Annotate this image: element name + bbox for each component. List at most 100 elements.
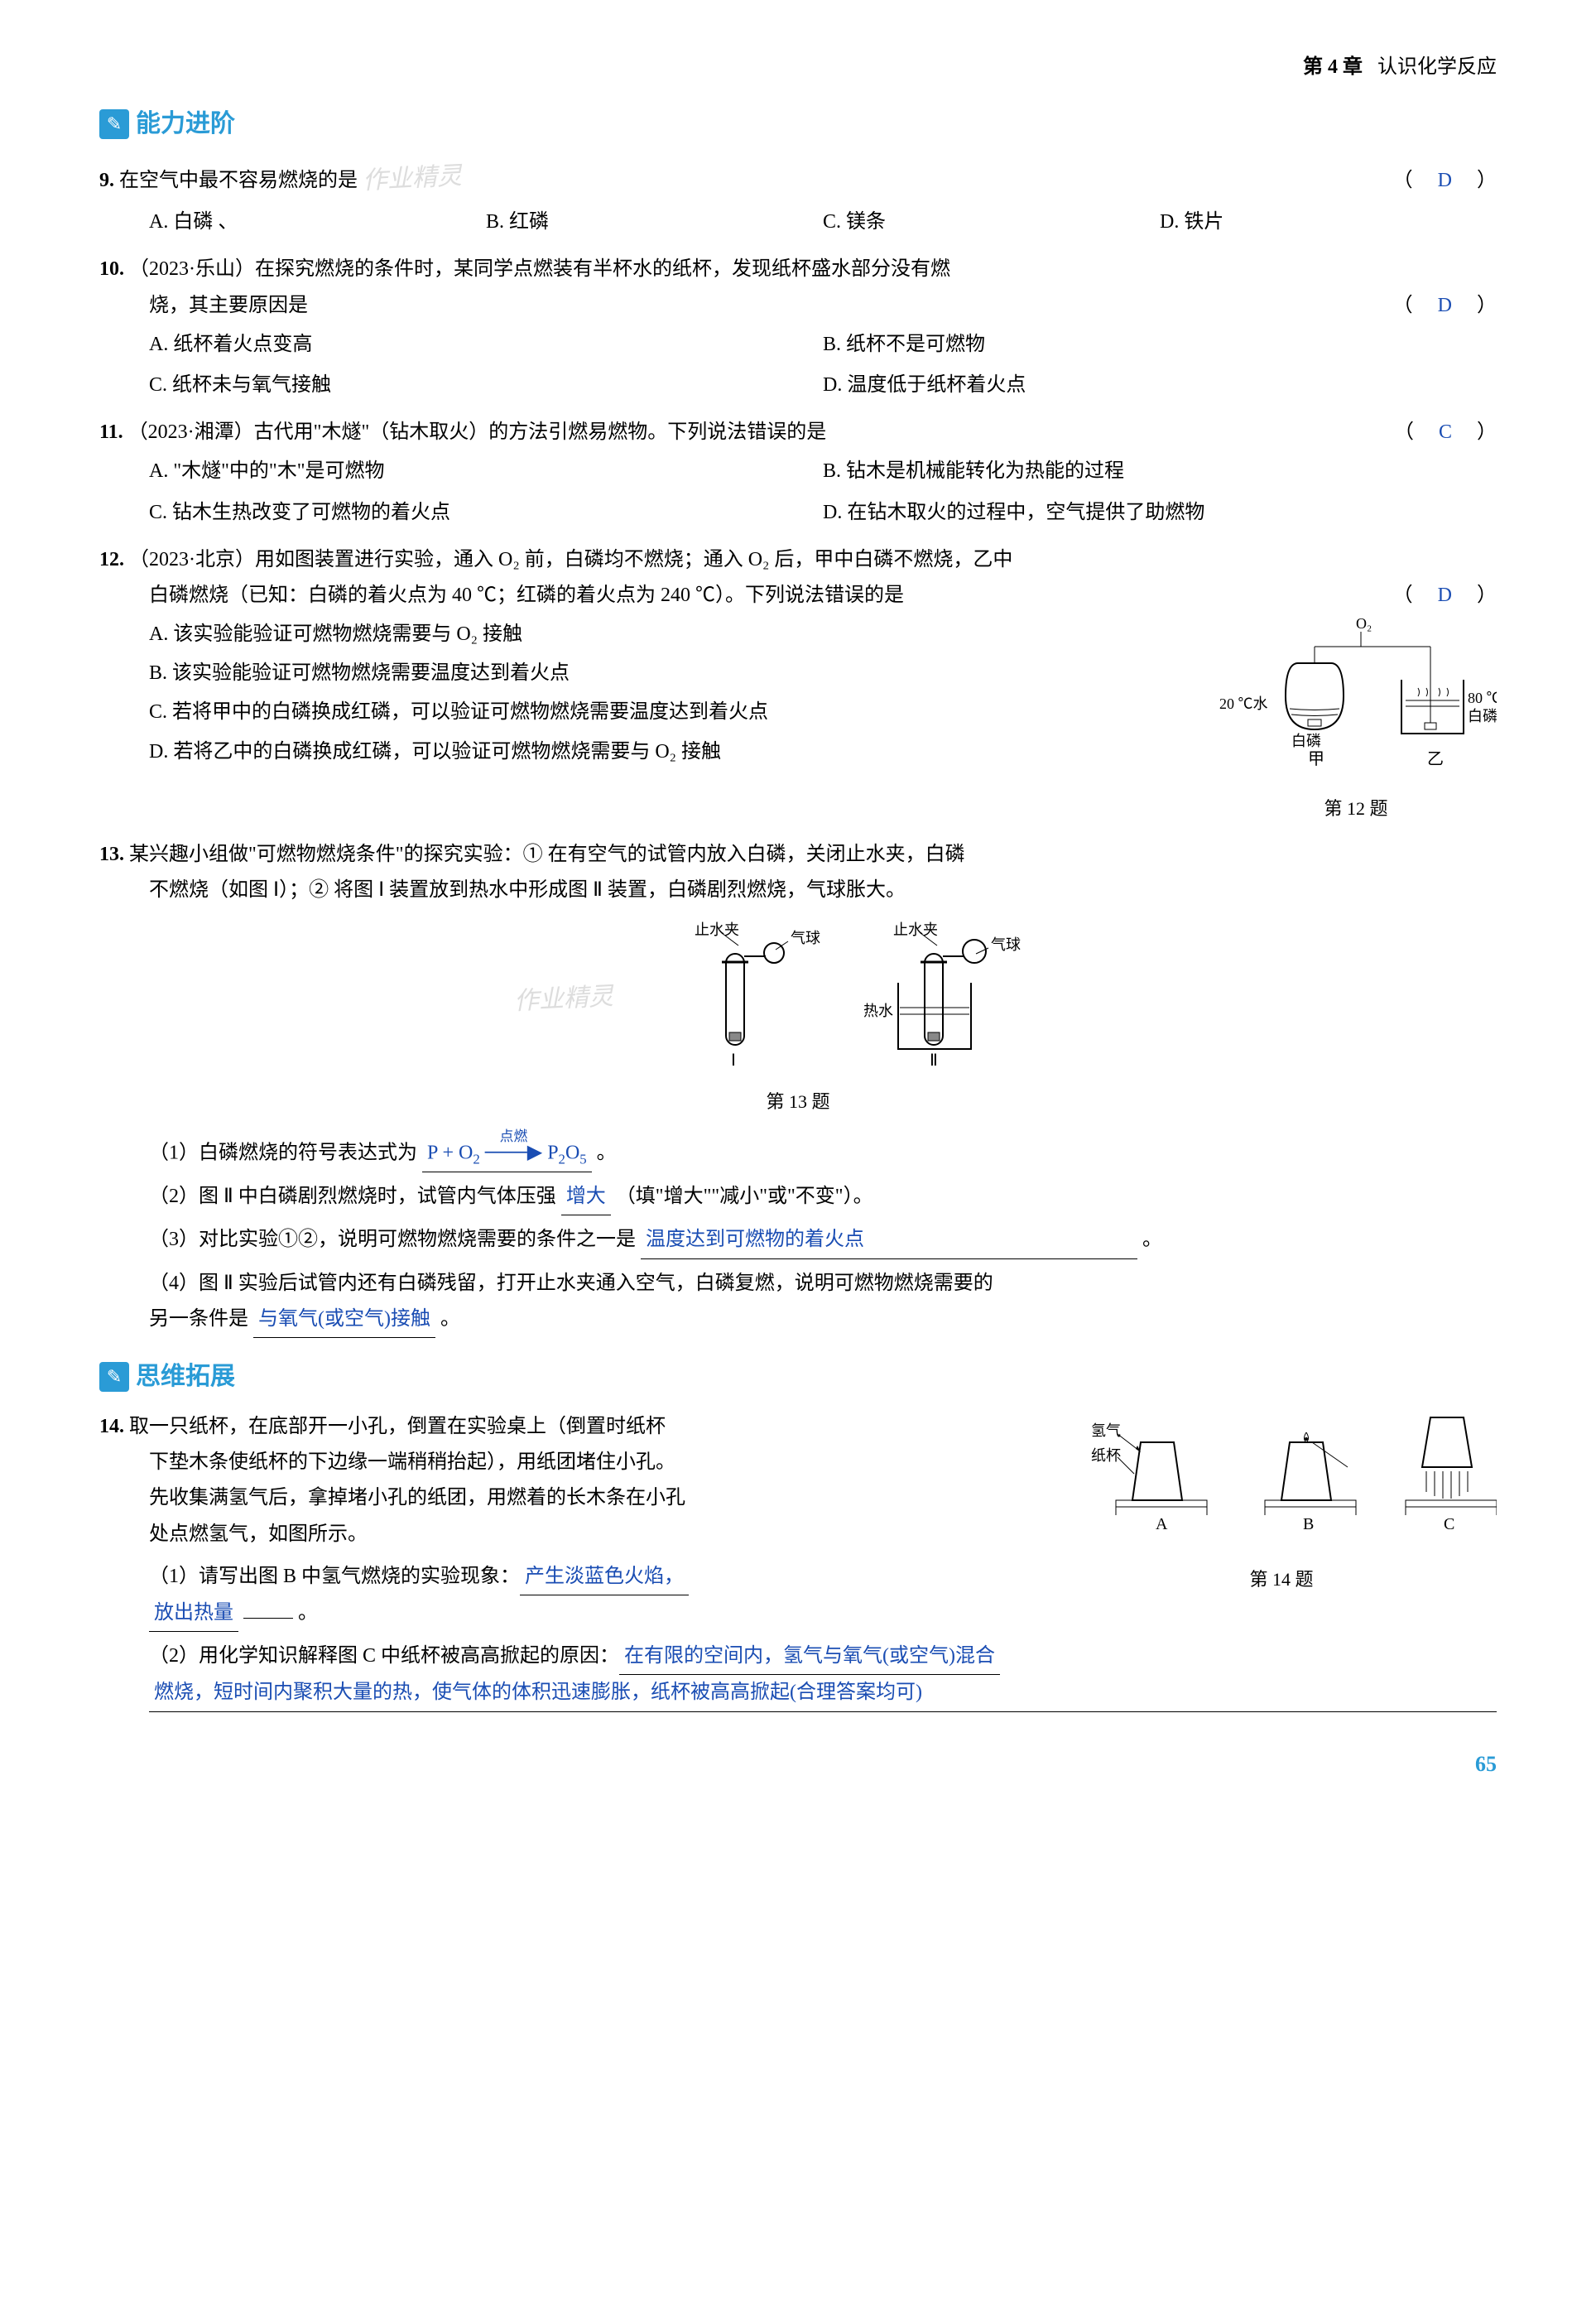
svg-text:热水: 热水 (863, 1003, 893, 1019)
q14-sub2-ans-b: 燃烧，短时间内聚积大量的热，使气体的体积迅速膨胀，纸杯被高高掀起(合理答案均可) (149, 1675, 1497, 1711)
q9-opt-b: B. 红磷 (486, 205, 823, 240)
svg-text:气球: 气球 (791, 930, 820, 946)
apparatus-icon: O₂ 20 ℃水 白磷 甲 80 ℃水 白磷 (1215, 614, 1497, 779)
q11-opt-b: B. 钻木是机械能转化为热能的过程 (823, 454, 1497, 489)
question-10: 10. （2023·乐山）在探究燃烧的条件时，某同学点燃装有半杯水的纸杯，发现纸… (99, 252, 1497, 403)
q12-diagram: O₂ 20 ℃水 白磷 甲 80 ℃水 白磷 (1215, 614, 1497, 825)
svg-text:20 ℃水: 20 ℃水 (1219, 695, 1268, 712)
section-title-thinking: ✎ 思维拓展 (99, 1355, 1497, 1399)
q13-sub2-answer: 增大 (561, 1179, 611, 1215)
q13-sub4: （4）图 Ⅱ 实验后试管内还有白磷残留，打开止水夹通入空气，白磷复燃，说明可燃物… (149, 1266, 1497, 1338)
svg-text:乙: 乙 (1427, 750, 1444, 768)
answer-slot: （ C ） (1394, 415, 1497, 450)
svg-text:气球: 气球 (991, 936, 1021, 953)
q9-opt-c: C. 镁条 (823, 205, 1160, 240)
chapter-header: 第 4 章 认识化学反应 (99, 50, 1497, 85)
q14-sub2-ans-a: 在有限的空间内，氢气与氧气(或空气)混合 (619, 1639, 1000, 1675)
question-9: 9. 在空气中最不容易燃烧的是 作业精灵 （ D ） A. 白磷 、 B. 红磷… (99, 156, 1497, 240)
q13-diagram: 作业精灵 止水夹 气球 Ⅰ 止水夹 气球 (99, 917, 1497, 1119)
watermark: 作业精灵 (362, 154, 464, 204)
q12-answer: D (1433, 585, 1457, 606)
q13-sub1-post: 。 (597, 1142, 617, 1163)
q13-sub4-answer: 与氧气(或空气)接触 (253, 1302, 435, 1338)
q11-options: A. "木燧"中的"木"是可燃物 B. 钻木是机械能转化为热能的过程 C. 钻木… (149, 454, 1497, 530)
answer-slot: （ D ） (1393, 288, 1497, 324)
q10-opt-a: A. 纸杯着火点变高 (149, 327, 823, 363)
answer-slot: （ D ） (1393, 163, 1497, 199)
q11-num: 11. (99, 421, 123, 443)
q12-num: 12. (99, 549, 124, 570)
q10-opt-c: C. 纸杯未与氧气接触 (149, 368, 823, 403)
q13-sub4-post: 。 (440, 1308, 460, 1330)
q13-sub2-pre: （2）图 Ⅱ 中白磷剧烈燃烧时，试管内气体压强 (149, 1186, 556, 1207)
question-11: 11. （2023·湘潭）古代用"木燧"（钻木取火）的方法引燃易燃物。下列说法错… (99, 415, 1497, 531)
q10-num: 10. (99, 258, 124, 280)
question-12: 12. （2023·北京）用如图装置进行实验，通入 O₂ 前，白磷均不燃烧；通入… (99, 542, 1497, 825)
q13-num: 13. (99, 844, 124, 865)
section-label: 思维拓展 (136, 1355, 235, 1399)
q14-sub2-pre: （2）用化学知识解释图 C 中纸杯被高高掀起的原因： (149, 1645, 619, 1667)
svg-text:白磷: 白磷 (1291, 733, 1321, 749)
q13-sub2-post: （填"增大""减小"或"不变"）。 (616, 1186, 873, 1207)
q10-stem-b: 烧，其主要原因是 (149, 288, 1393, 324)
svg-text:白磷: 白磷 (1468, 708, 1497, 724)
q10-opt-d: D. 温度低于纸杯着火点 (823, 368, 1497, 403)
q14-sub1-ans-b: 放出热量 (149, 1595, 238, 1632)
q14-sub1-pre: （1）请写出图 B 中氢气燃烧的实验现象： (149, 1566, 520, 1587)
chapter-num: 第 4 章 (1303, 56, 1363, 78)
q14-diagram: 氢气 纸杯 A B (1066, 1409, 1497, 1596)
svg-text:A: A (1156, 1515, 1168, 1533)
q13-sub3-post: 。 (1142, 1229, 1162, 1250)
answer-slot: （ D ） (1393, 578, 1497, 614)
q13-caption: 第 13 题 (99, 1085, 1497, 1119)
q14-sub1-post: 。 (298, 1602, 318, 1624)
q13-sub4-a: （4）图 Ⅱ 实验后试管内还有白磷残留，打开止水夹通入空气，白磷复燃，说明可燃物… (149, 1266, 1497, 1302)
svg-text:纸杯: 纸杯 (1091, 1447, 1121, 1464)
q14-num: 14. (99, 1416, 124, 1437)
svg-text:甲: 甲 (1308, 750, 1324, 768)
q14-sub2: （2）用化学知识解释图 C 中纸杯被高高掀起的原因：在有限的空间内，氢气与氧气(… (149, 1639, 1497, 1711)
svg-text:80 ℃水: 80 ℃水 (1468, 690, 1497, 706)
q9-num: 9. (99, 170, 114, 191)
section-label: 能力进阶 (136, 102, 235, 147)
q11-opt-a: A. "木燧"中的"木"是可燃物 (149, 454, 823, 489)
svg-text:B: B (1303, 1515, 1314, 1533)
q10-opt-b: B. 纸杯不是可燃物 (823, 327, 1497, 363)
q9-opt-a: A. 白磷 、 (149, 205, 486, 240)
q10-options: A. 纸杯着火点变高 B. 纸杯不是可燃物 C. 纸杯未与氧气接触 D. 温度低… (149, 327, 1497, 403)
svg-text:C: C (1444, 1515, 1454, 1533)
svg-text:氢气: 氢气 (1091, 1422, 1121, 1439)
q14-stem-a: 取一只纸杯，在底部开一小孔，倒置在实验桌上（倒置时纸杯 (129, 1416, 666, 1437)
svg-text:Ⅰ: Ⅰ (731, 1051, 736, 1070)
cup-experiment-icon: 氢气 纸杯 A B (1066, 1409, 1497, 1550)
q14-sub1-ans-a: 产生淡蓝色火焰， (520, 1559, 689, 1595)
q12-caption: 第 12 题 (1215, 792, 1497, 825)
section-title-ability: ✎ 能力进阶 (99, 102, 1497, 147)
tube-apparatus-icon: 止水夹 气球 Ⅰ 止水夹 气球 (651, 917, 1082, 1082)
q13-sub3: （3）对比实验①②，说明可燃物燃烧需要的条件之一是 温度达到可燃物的着火点 。 (149, 1222, 1497, 1258)
q14-caption: 第 14 题 (1066, 1563, 1497, 1596)
blank (243, 1618, 293, 1619)
svg-text:Ⅱ: Ⅱ (930, 1051, 938, 1070)
q13-sub1-answer: P + O2 点燃───▶ P2O5 (422, 1127, 592, 1173)
q13-sub1: （1）白磷燃烧的符号表达式为 P + O2 点燃───▶ P2O5 。 (149, 1127, 1497, 1173)
pencil-icon: ✎ (99, 1362, 129, 1392)
question-13: 13. 某兴趣小组做"可燃物燃烧条件"的探究实验：① 在有空气的试管内放入白磷，… (99, 837, 1497, 1338)
q9-opt-d: D. 铁片 (1160, 205, 1497, 240)
q13-sub3-pre: （3）对比实验①②，说明可燃物燃烧需要的条件之一是 (149, 1229, 636, 1250)
q12-stem-b: 白磷燃烧（已知：白磷的着火点为 40 ℃；红磷的着火点为 240 ℃）。下列说法… (149, 578, 1393, 614)
q13-sub2: （2）图 Ⅱ 中白磷剧烈燃烧时，试管内气体压强 增大 （填"增大""减小"或"不… (149, 1179, 1497, 1215)
q9-stem: 在空气中最不容易燃烧的是 (119, 170, 358, 191)
pencil-icon: ✎ (99, 109, 129, 139)
question-14: 氢气 纸杯 A B (99, 1409, 1497, 1712)
page-number: 65 (99, 1745, 1497, 1784)
q11-opt-c: C. 钻木生热改变了可燃物的着火点 (149, 495, 823, 531)
q11-answer: C (1434, 421, 1457, 443)
q13-sub4-pre: 另一条件是 (149, 1308, 248, 1330)
watermark: 作业精灵 (513, 974, 615, 1024)
svg-text:止水夹: 止水夹 (893, 922, 938, 938)
q13-stem-a: 某兴趣小组做"可燃物燃烧条件"的探究实验：① 在有空气的试管内放入白磷，关闭止水… (129, 844, 965, 865)
q9-answer: D (1433, 170, 1457, 191)
q12-stem-a: （2023·北京）用如图装置进行实验，通入 O₂ 前，白磷均不燃烧；通入 O₂ … (129, 549, 1012, 570)
chapter-title: 认识化学反应 (1377, 56, 1497, 78)
